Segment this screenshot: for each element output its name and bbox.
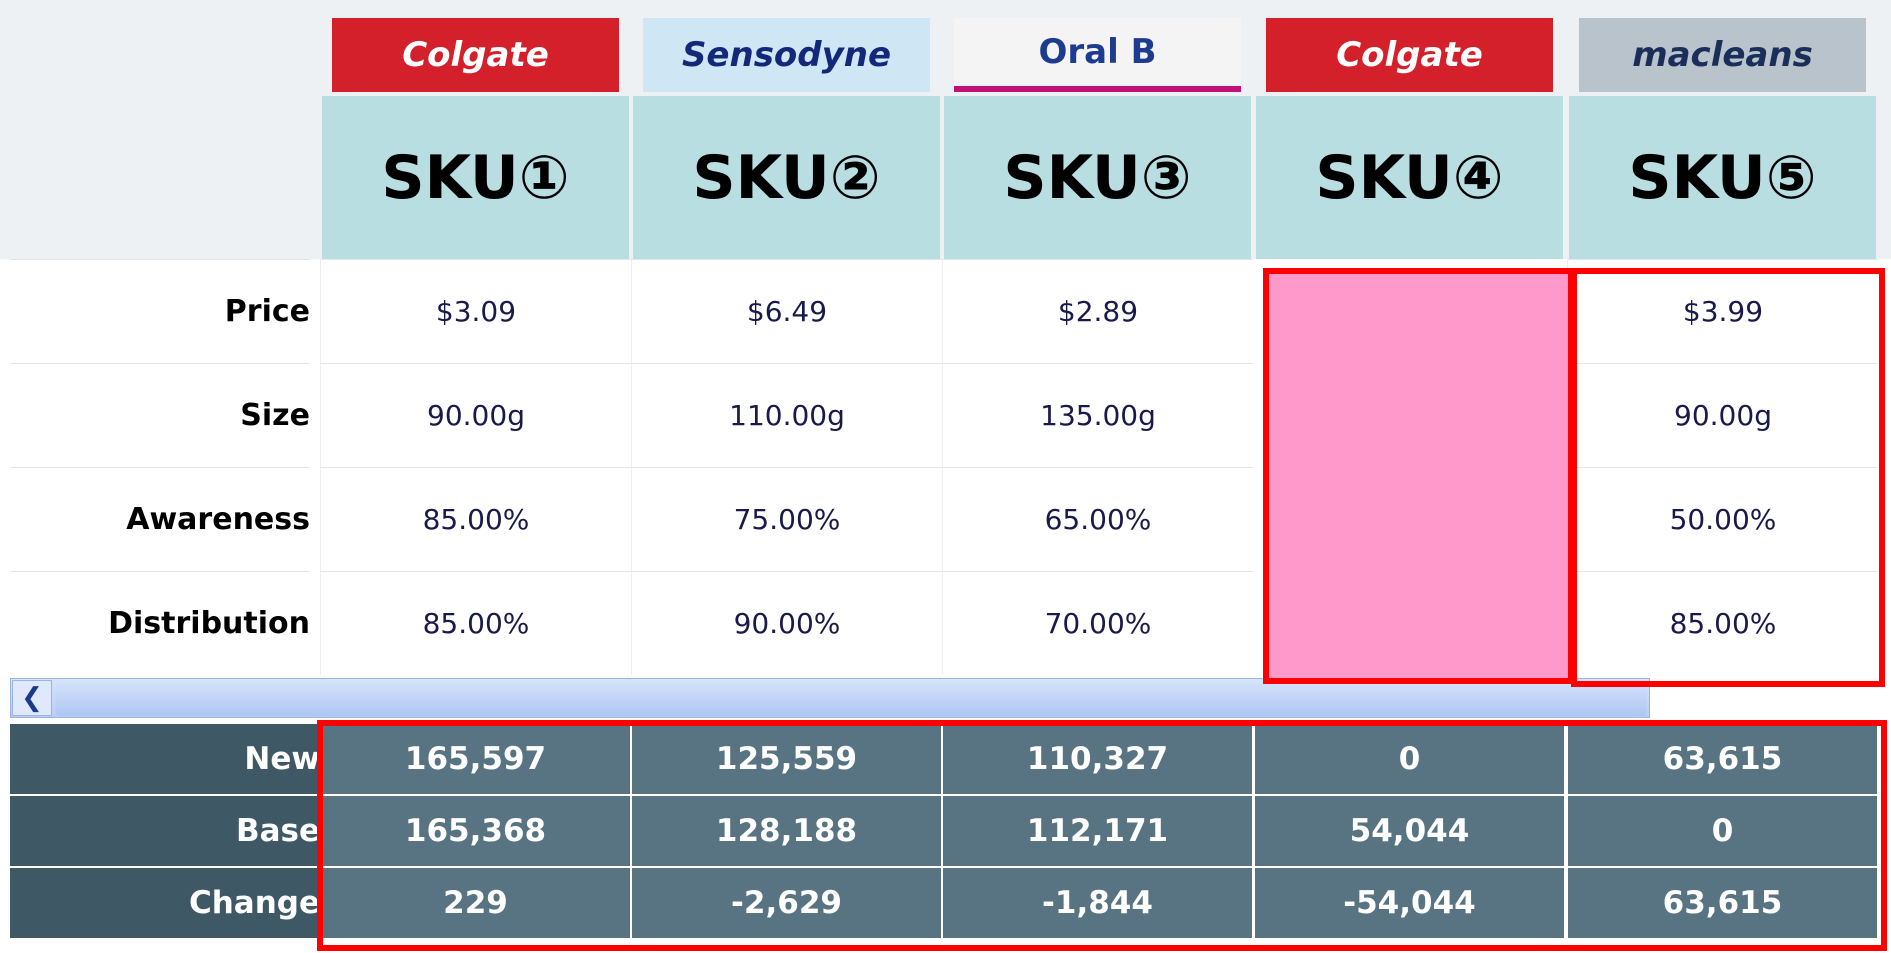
product-logo: macleans bbox=[1579, 18, 1866, 92]
attribute-cell: $6.49 bbox=[631, 259, 942, 363]
result-label: New bbox=[10, 724, 320, 794]
attribute-cell: 70.00% bbox=[942, 571, 1253, 675]
result-label: Change bbox=[10, 868, 320, 938]
scroll-thumb[interactable] bbox=[56, 680, 1646, 716]
attribute-cell: 85.00% bbox=[1567, 571, 1878, 675]
result-cell: 0 bbox=[1568, 796, 1877, 866]
scroll-left-button[interactable]: ❮ bbox=[12, 680, 52, 716]
result-cell: -54,044 bbox=[1255, 868, 1564, 938]
row-label: Size bbox=[10, 363, 310, 467]
result-cell: 110,327 bbox=[943, 724, 1252, 794]
attribute-cell: 75.00% bbox=[631, 467, 942, 571]
highlight-box bbox=[1263, 268, 1574, 684]
result-cell: -1,844 bbox=[943, 868, 1252, 938]
attribute-cell: 65.00% bbox=[942, 467, 1253, 571]
result-cell: 125,559 bbox=[632, 724, 941, 794]
result-cell: -2,629 bbox=[632, 868, 941, 938]
product-logo: Oral B bbox=[954, 18, 1241, 92]
result-cell: 128,188 bbox=[632, 796, 941, 866]
result-cell: 54,044 bbox=[1255, 796, 1564, 866]
product-logo: Sensodyne bbox=[643, 18, 930, 92]
result-cell: 229 bbox=[321, 868, 630, 938]
attribute-cell: 50.00% bbox=[1567, 467, 1878, 571]
sku-header: SKU③ bbox=[944, 96, 1251, 259]
result-label: Base bbox=[10, 796, 320, 866]
result-cell: 63,615 bbox=[1568, 868, 1877, 938]
attribute-cell: 85.00% bbox=[320, 571, 631, 675]
sku-header: SKU② bbox=[633, 96, 940, 259]
product-logo: Colgate bbox=[332, 18, 619, 92]
row-label: Distribution bbox=[10, 571, 310, 675]
attribute-cell: 135.00g bbox=[942, 363, 1253, 467]
sku-header: SKU⑤ bbox=[1569, 96, 1876, 259]
attribute-cell: 90.00% bbox=[631, 571, 942, 675]
sku-header: SKU④ bbox=[1256, 96, 1563, 259]
attribute-cell: $3.99 bbox=[1567, 259, 1878, 363]
row-label: Awareness bbox=[10, 467, 310, 571]
row-label: Price bbox=[10, 259, 310, 363]
attribute-cell: $3.09 bbox=[320, 259, 631, 363]
attribute-cell: 90.00g bbox=[1567, 363, 1878, 467]
highlight-box bbox=[317, 720, 1887, 951]
sku-header: SKU① bbox=[322, 96, 629, 259]
attribute-cell: 110.00g bbox=[631, 363, 942, 467]
highlight-box bbox=[1571, 268, 1885, 687]
attribute-cell: 85.00% bbox=[320, 467, 631, 571]
attribute-cell: 90.00g bbox=[320, 363, 631, 467]
disabled-column bbox=[1263, 268, 1574, 684]
result-cell: 165,368 bbox=[321, 796, 630, 866]
result-cell: 165,597 bbox=[321, 724, 630, 794]
product-logo: Colgate bbox=[1266, 18, 1553, 92]
attribute-cell: $2.89 bbox=[942, 259, 1253, 363]
result-cell: 112,171 bbox=[943, 796, 1252, 866]
result-cell: 0 bbox=[1255, 724, 1564, 794]
result-cell: 63,615 bbox=[1568, 724, 1877, 794]
